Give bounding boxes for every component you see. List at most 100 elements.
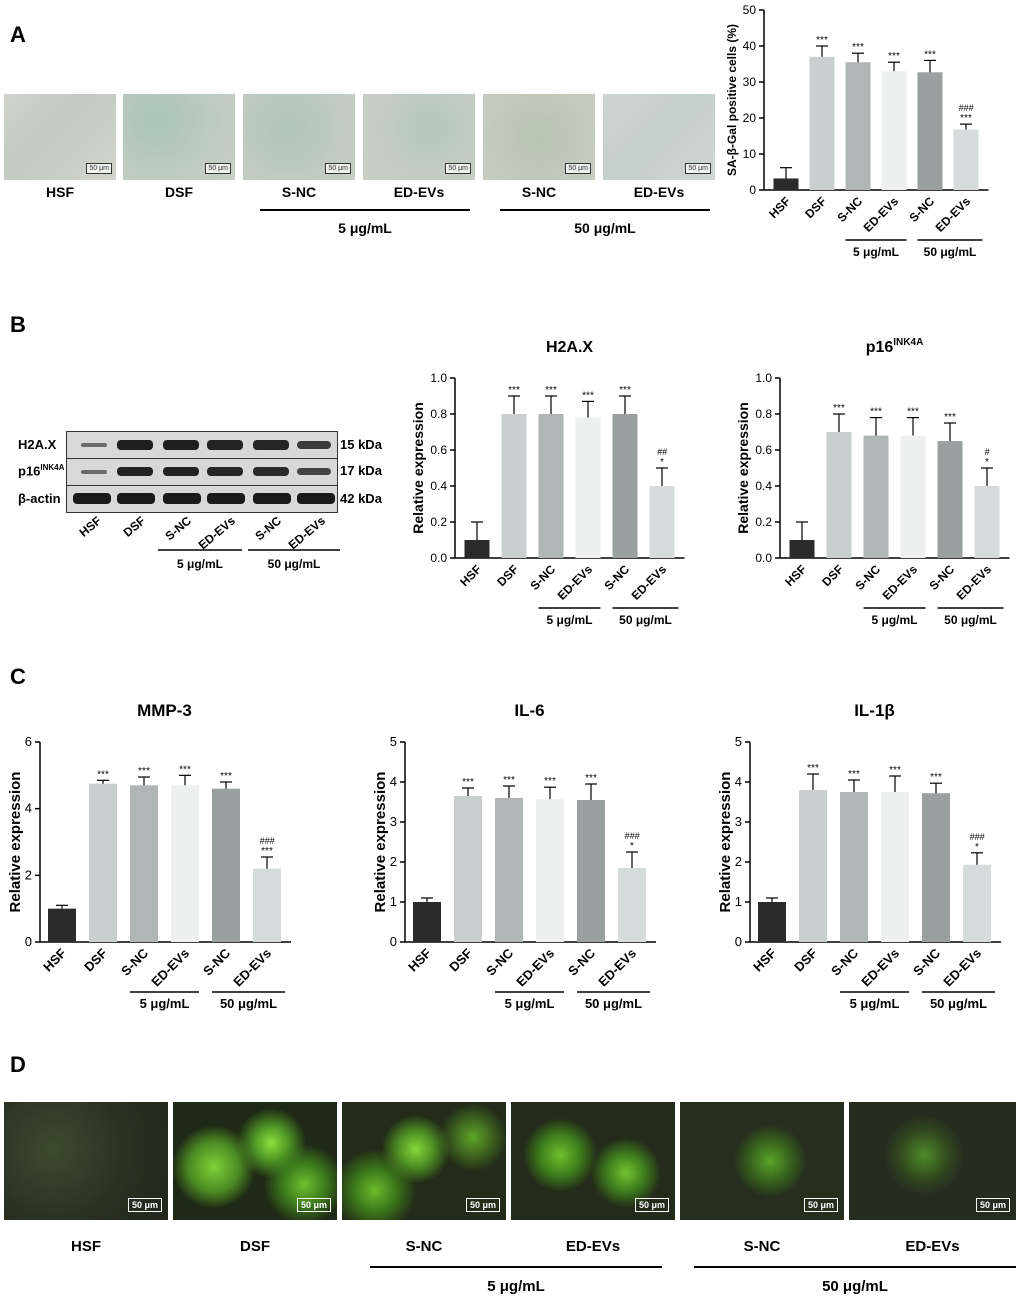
significance-mark-hash: ###: [958, 103, 974, 113]
significance-mark-hash: ###: [969, 832, 985, 842]
bar: [974, 486, 1000, 558]
y-tick-label: 5: [735, 734, 742, 749]
blot-band: [73, 493, 111, 504]
y-tick-label: 6: [25, 734, 32, 749]
blot-band: [253, 467, 289, 476]
sa-gal-image-edevs-50: 50 μm: [603, 94, 715, 180]
significance-mark: ***: [582, 390, 594, 401]
scale-bar: 50 μm: [86, 163, 112, 174]
blot-band: [117, 467, 153, 476]
x-tick-label: S-NC: [601, 562, 632, 593]
x-tick-label: DSF: [819, 562, 846, 589]
scale-bar: 50 μm: [127, 1198, 162, 1212]
bar: [881, 71, 907, 190]
x-tick-label: S-NC: [906, 194, 937, 225]
bar: [612, 414, 638, 558]
y-tick-label: 3: [390, 814, 397, 829]
bar: [253, 868, 281, 942]
fluor-label-hsf: HSF: [71, 1238, 101, 1255]
blot-band: [117, 440, 153, 450]
group-label: 5 μg/mL: [850, 996, 900, 1011]
significance-mark: *: [660, 457, 664, 468]
chart-title: H2A.X: [546, 339, 593, 356]
sa-gal-image-dsf: 50 μm: [123, 94, 235, 180]
y-axis-label: Relative expression: [7, 772, 24, 913]
group-label: 50 μg/mL: [930, 996, 987, 1011]
x-tick-label: DSF: [81, 945, 110, 974]
x-tick-label: S-NC: [118, 945, 152, 979]
mmp3-chart: MMP-3 Relative expression 0 2 4 6 HSF *** DSF ***…: [7, 701, 291, 1011]
fluor-label-dsf: DSF: [240, 1238, 270, 1255]
x-tick-label: HSF: [782, 562, 809, 589]
significance-mark: ***: [545, 385, 557, 396]
significance-mark: *: [630, 841, 634, 852]
scale-bar: 50 μm: [445, 163, 471, 174]
x-tick-label: S-NC: [527, 562, 558, 593]
blot-band: [207, 440, 243, 450]
significance-mark-hash: #: [984, 447, 990, 457]
x-tick-label: DSF: [494, 562, 521, 589]
bar: [900, 435, 926, 558]
fluor-image-hsf: 50 μm: [4, 1102, 168, 1220]
blot-band: [207, 493, 245, 504]
significance-mark-hash: ###: [259, 836, 275, 846]
y-tick-label: 30: [743, 75, 757, 89]
x-tick-label: S-NC: [565, 945, 599, 979]
y-tick-label: 50: [743, 3, 757, 17]
bar: [501, 414, 527, 558]
y-tick-label: 2: [735, 854, 742, 869]
blot-row-label-p16: p16INK4A: [18, 463, 65, 479]
blot-band: [297, 493, 335, 504]
group-label: 50 μg/mL: [585, 996, 642, 1011]
y-axis-label: SA-β-Gal positive cells (%): [725, 24, 739, 176]
group-label: 5 μg/mL: [871, 613, 917, 627]
blot-size-p16: 17 kDa: [340, 463, 382, 478]
group-label: 50 μg/mL: [268, 557, 321, 571]
bar: [845, 62, 871, 191]
fluor-image-edevs-50: 50 μm: [849, 1102, 1016, 1220]
bar: [840, 792, 868, 942]
sa-gal-image-edevs-5: 50 μm: [363, 94, 475, 180]
bar: [922, 793, 950, 942]
scale-bar: 50 μm: [465, 1198, 500, 1212]
sa-gal-label-snc-50: S-NC: [521, 184, 557, 200]
fluor-label-edevs-5: ED-EVs: [565, 1238, 621, 1255]
y-tick-label: 3: [735, 814, 742, 829]
x-tick-label: DSF: [791, 945, 820, 974]
x-tick-label: S-NC: [834, 194, 865, 225]
blot-band: [163, 440, 199, 450]
chart-title: p16INK4A: [866, 337, 924, 356]
bar: [917, 72, 943, 190]
group-label-50: 50 μg/mL: [822, 1278, 888, 1295]
significance-mark: ***: [833, 403, 845, 414]
blot-strip-h2ax: [66, 431, 338, 459]
significance-mark: ***: [816, 35, 828, 46]
h2ax-chart: H2A.X Relative expression 0.0 0.2 0.4 0.6 0.8 1…: [410, 339, 685, 627]
significance-mark: ***: [220, 771, 232, 782]
scale-bar: 50 μm: [325, 163, 351, 174]
significance-mark: ***: [138, 766, 150, 777]
blot-band: [253, 440, 289, 450]
significance-mark-hash: ##: [657, 447, 668, 457]
scale-bar: 50 μm: [685, 163, 711, 174]
y-tick-label: 1: [390, 894, 397, 909]
x-tick-label: ED-EVs: [595, 946, 639, 990]
fluor-image-edevs-5: 50 μm: [511, 1102, 675, 1220]
blot-row-label-actin: β-actin: [18, 491, 61, 506]
blot-lane-label: S-NC: [162, 513, 194, 543]
x-tick-label: S-NC: [852, 562, 883, 593]
significance-mark: ***: [544, 776, 556, 787]
blot-lane-label: DSF: [121, 514, 148, 540]
significance-mark: ***: [619, 385, 631, 396]
y-tick-label: 20: [743, 111, 757, 125]
significance-mark: ***: [503, 775, 515, 786]
blot-band: [253, 493, 291, 504]
group-label: 5 μg/mL: [177, 557, 223, 571]
group-bracket-50: [694, 1266, 1016, 1268]
bar: [881, 792, 909, 942]
y-tick-label: 4: [735, 774, 742, 789]
y-tick-label: 5: [390, 734, 397, 749]
group-label: 5 μg/mL: [853, 245, 899, 259]
x-tick-label: HSF: [750, 945, 779, 974]
